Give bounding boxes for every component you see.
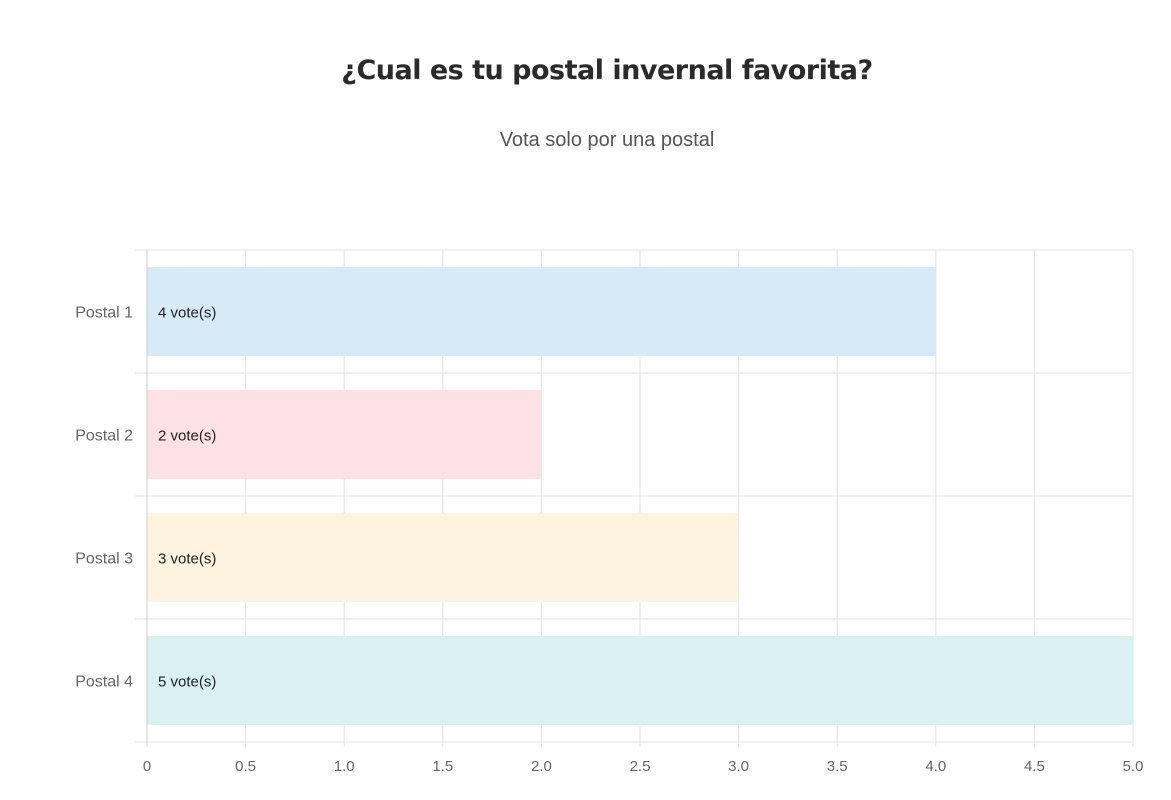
category-label: Postal 3 xyxy=(75,551,133,568)
x-tick-label: 0 xyxy=(143,758,151,775)
x-tick-label: 2.0 xyxy=(531,758,552,775)
bar-2[interactable] xyxy=(147,390,542,479)
bar-data-label: 2 vote(s) xyxy=(158,428,216,445)
x-tick-label: 2.5 xyxy=(630,758,651,775)
x-tick-label: 1.0 xyxy=(334,758,355,775)
bar-1[interactable] xyxy=(147,267,936,356)
x-tick-label: 3.0 xyxy=(728,758,749,775)
category-label: Postal 4 xyxy=(75,674,133,691)
bar-data-label: 4 vote(s) xyxy=(158,305,216,322)
bar-data-label: 3 vote(s) xyxy=(158,551,216,568)
bar-4[interactable] xyxy=(147,636,1133,725)
x-tick-label: 0.5 xyxy=(235,758,256,775)
x-tick-label: 5.0 xyxy=(1123,758,1144,775)
x-tick-label: 1.5 xyxy=(432,758,453,775)
chart-title: ¿Cual es tu postal invernal favorita? xyxy=(341,55,873,86)
chart-subtitle: Vota solo por una postal xyxy=(499,129,715,151)
x-tick-label: 3.5 xyxy=(827,758,848,775)
bar-data-label: 5 vote(s) xyxy=(158,674,216,691)
category-label: Postal 2 xyxy=(75,428,133,445)
x-tick-label: 4.0 xyxy=(925,758,946,775)
bar-3[interactable] xyxy=(147,513,739,602)
category-label: Postal 1 xyxy=(75,305,133,322)
x-tick-label: 4.5 xyxy=(1024,758,1045,775)
